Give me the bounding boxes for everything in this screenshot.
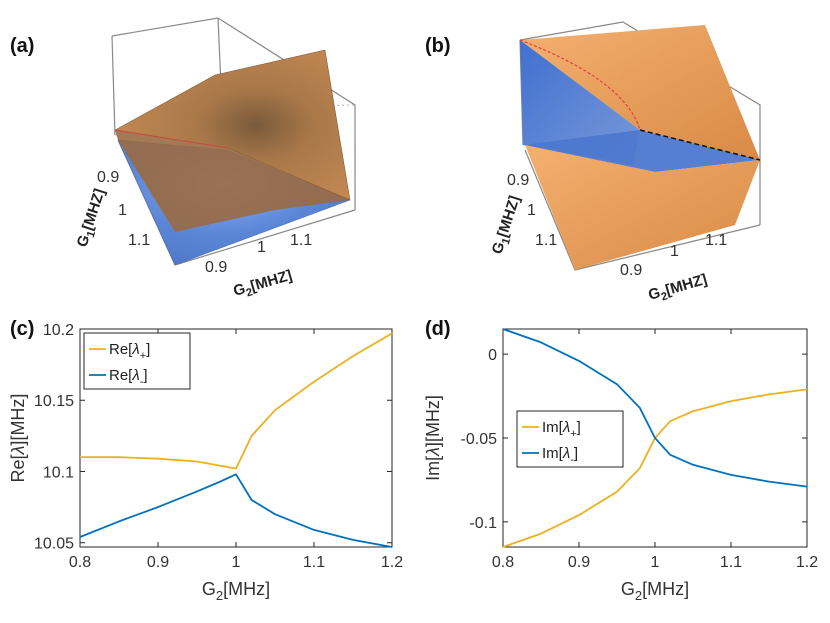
g2-ticks-a: 0.9 1 1.1 — [205, 232, 312, 276]
legend-box — [516, 410, 624, 468]
panel-label-a: (a) — [10, 35, 34, 57]
line-chart-d: (d) 0.8 0.9 1 1.1 1.2 0 -0.05 -0.1 G2[MHz] Im[λ][… — [423, 318, 818, 603]
surface-orange-front-b — [525, 145, 760, 270]
g2-ticks-b: 0.9 1 1.1 — [620, 232, 727, 279]
y-tick-label: 10.2 — [43, 322, 74, 339]
g2-tick-label: 1 — [670, 243, 679, 260]
g2-axis-label-a: G2[MHZ] — [231, 267, 294, 303]
g2-tick-label: 1 — [257, 239, 266, 256]
panel-label-d: (d) — [425, 318, 451, 340]
legend-entry: Re[λ-] — [109, 367, 148, 388]
y-axis-label: Im[λ][MHz] — [423, 395, 443, 481]
x-tick-label: 1 — [651, 554, 660, 571]
g1-tick-label: 1.1 — [535, 232, 557, 249]
panel-label-c: (c) — [10, 318, 34, 340]
y-axis-label: Re[λ][MHz] — [8, 394, 28, 483]
g2-tick-label: 1.1 — [290, 232, 312, 249]
y-tick-label: -0.05 — [461, 431, 498, 448]
g1-axis-label-b: G1[MHZ] — [489, 194, 527, 258]
y-tick-label: 10.1 — [43, 464, 74, 481]
g1-tick-label: 1 — [527, 202, 536, 219]
y-tick-label: -0.1 — [469, 515, 497, 532]
legend-box — [83, 332, 191, 390]
g2-tick-label: 0.9 — [620, 262, 642, 279]
surface-plot-a: (a) 0.9 1 1.1 G1[MHZ] 0.9 1 1.1 G2[MHZ] — [10, 17, 356, 303]
g1-ticks-b: 0.9 1 1.1 — [507, 172, 557, 249]
line-chart-c: (c) 0.8 0.9 1 1.1 1.2 10.05 10.1 10.15 10.2 G2[MH… — [8, 318, 403, 603]
surface-orange-back-b — [520, 25, 760, 160]
series-line-1 — [79, 473, 393, 548]
x-tick-label: 0.8 — [69, 554, 91, 571]
x-tick-label: 1.1 — [303, 554, 325, 571]
x-axis-label: G2[MHz] — [621, 579, 689, 603]
x-tick-label: 1.1 — [720, 554, 742, 571]
y-tick-label: 10.15 — [34, 393, 74, 410]
g1-tick-label: 0.9 — [97, 169, 119, 186]
surface-blue-mid-b — [523, 130, 760, 172]
panel-label-b: (b) — [425, 35, 451, 57]
g1-tick-label: 1.1 — [128, 232, 150, 249]
surface-blue-top-b — [520, 40, 640, 165]
exceptional-curve-b — [519, 39, 641, 131]
x-tick-label: 1.2 — [796, 554, 818, 571]
exceptional-line-b — [639, 129, 761, 161]
g2-axis-label-b: G2[MHZ] — [646, 271, 709, 305]
x-tick-label: 0.9 — [568, 554, 590, 571]
g2-tick-label: 0.9 — [205, 259, 227, 276]
x-tick-label: 1.2 — [381, 554, 403, 571]
g1-axis-label-a: G1[MHZ] — [74, 187, 112, 251]
surface-orange-a — [115, 130, 350, 232]
x-tick-label: 0.9 — [147, 554, 169, 571]
x-tick-label: 1 — [232, 554, 241, 571]
g1-tick-label: 1 — [118, 202, 127, 219]
series-line-0 — [80, 332, 393, 470]
y-tick-label: 0 — [488, 347, 497, 364]
exceptional-line-a — [114, 129, 229, 149]
legend-entry: Im[λ+] — [542, 419, 581, 440]
x-tick-label: 0.8 — [492, 554, 514, 571]
g1-tick-label: 0.9 — [507, 172, 529, 189]
y-tick-label: 10.05 — [34, 536, 74, 553]
legend-entry: Re[λ+] — [109, 341, 150, 362]
g2-tick-label: 1.1 — [705, 232, 727, 249]
g1-ticks-a: 0.9 1 1.1 — [97, 169, 150, 249]
surface-plot-b: (b) 0.9 1 1.1 G1[MHZ] 0.9 1 1.1 G2[MHZ] — [425, 21, 761, 305]
legend-entry: Im[λ-] — [542, 445, 578, 466]
x-axis-label: G2[MHz] — [202, 579, 270, 603]
